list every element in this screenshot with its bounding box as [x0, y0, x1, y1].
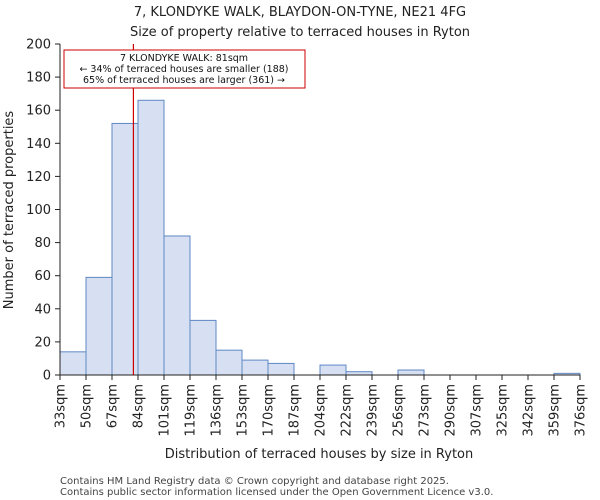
y-tick-label-80: 80 — [34, 236, 51, 251]
bar-50sqm — [85, 276, 113, 376]
x-tick-label-136sqm: 136sqm — [210, 384, 225, 437]
y-tick-label-120: 120 — [26, 170, 51, 185]
y-axis-label: Number of terraced properties — [2, 111, 17, 310]
bar-33sqm — [59, 351, 87, 376]
bar-153sqm — [241, 359, 269, 376]
y-ticks: 0 20 40 60 80 100 120 140 160 180 200 — [26, 38, 60, 384]
annotation-rect — [63, 49, 306, 89]
annotation-box: 7 KLONDYKE WALK: 81sqm ← 34% of terraced… — [63, 49, 306, 89]
y-tick-label-40: 40 — [34, 302, 51, 317]
x-tick-label-307sqm: 307sqm — [470, 384, 485, 437]
bars — [59, 99, 581, 376]
annotation-line3: 65% of terraced houses are larger (361) … — [83, 75, 285, 86]
y-tick-label-20: 20 — [34, 335, 51, 350]
x-tick-label-222sqm: 222sqm — [340, 384, 355, 437]
x-tick-label-376sqm: 376sqm — [574, 384, 589, 437]
bar-84sqm — [137, 99, 165, 376]
x-tick-label-33sqm: 33sqm — [54, 384, 69, 428]
y-tick-label-0: 0 — [43, 369, 51, 384]
bar-101sqm — [163, 235, 191, 376]
bar-67sqm — [111, 122, 139, 376]
annotation-line1: 7 KLONDYKE WALK: 81sqm — [120, 53, 248, 64]
x-tick-label-359sqm: 359sqm — [548, 384, 563, 437]
y-tick-label-140: 140 — [26, 137, 51, 152]
x-tick-label-153sqm: 153sqm — [236, 384, 251, 437]
bar-136sqm — [215, 349, 243, 376]
x-tick-label-325sqm: 325sqm — [496, 384, 511, 437]
footer-line2: Contains public sector information licen… — [60, 487, 493, 498]
x-tick-label-256sqm: 256sqm — [392, 384, 407, 437]
x-tick-label-84sqm: 84sqm — [132, 384, 147, 428]
x-tick-label-239sqm: 239sqm — [366, 384, 381, 437]
chart-title-line2: Size of property relative to terraced ho… — [130, 25, 470, 40]
x-axis-label: Distribution of terraced houses by size … — [165, 447, 474, 462]
y-tick-label-160: 160 — [26, 104, 51, 119]
x-ticks: 33sqm 50sqm 67sqm 84sqm 101sqm 119sqm 136sqm 15… — [54, 375, 589, 437]
bar-119sqm — [189, 319, 217, 376]
x-tick-label-119sqm: 119sqm — [184, 384, 199, 437]
bar-170sqm — [267, 362, 295, 376]
bar-256sqm — [397, 369, 425, 376]
x-tick-label-50sqm: 50sqm — [80, 384, 95, 428]
y-tick-label-200: 200 — [26, 38, 51, 53]
y-tick-label-60: 60 — [34, 269, 51, 284]
x-tick-label-204sqm: 204sqm — [314, 384, 329, 437]
x-tick-label-342sqm: 342sqm — [522, 384, 537, 437]
x-tick-label-187sqm: 187sqm — [288, 384, 303, 437]
x-tick-label-290sqm: 290sqm — [444, 384, 459, 437]
chart-title-line1: 7, KLONDYKE WALK, BLAYDON-ON-TYNE, NE21 … — [134, 5, 466, 20]
x-tick-label-273sqm: 273sqm — [418, 384, 433, 437]
annotation-line2: ← 34% of terraced houses are smaller (18… — [79, 64, 288, 75]
y-tick-label-100: 100 — [26, 203, 51, 218]
footer-line1: Contains HM Land Registry data © Crown c… — [60, 476, 449, 487]
x-tick-label-101sqm: 101sqm — [158, 384, 173, 437]
y-tick-label-180: 180 — [26, 71, 51, 86]
x-tick-label-67sqm: 67sqm — [106, 384, 121, 428]
bar-204sqm — [319, 364, 347, 376]
x-tick-label-170sqm: 170sqm — [262, 384, 277, 437]
